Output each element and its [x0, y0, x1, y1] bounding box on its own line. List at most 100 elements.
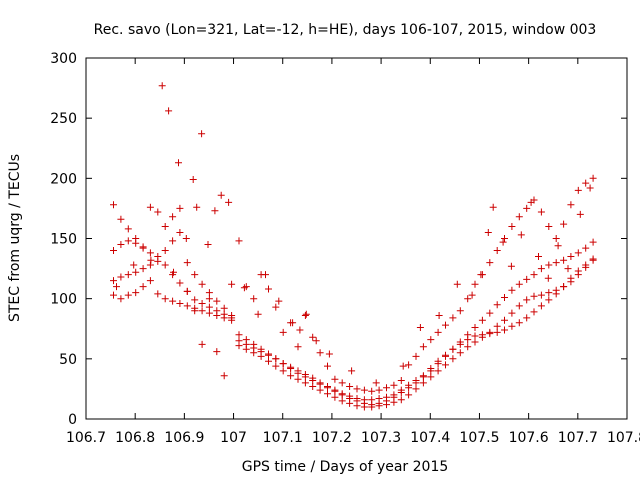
data-point — [301, 373, 309, 381]
data-point — [530, 271, 538, 279]
data-point — [368, 387, 376, 395]
data-point — [169, 297, 177, 305]
data-point — [552, 235, 560, 242]
data-point — [205, 295, 213, 303]
data-point — [486, 309, 494, 317]
data-point — [331, 393, 339, 401]
x-tick-label: 107.2 — [312, 430, 352, 446]
data-point — [348, 367, 356, 375]
data-point — [545, 289, 553, 297]
x-tick-label: 107.1 — [263, 430, 303, 446]
data-point — [412, 379, 420, 387]
data-point — [375, 386, 383, 394]
data-point — [205, 289, 213, 297]
data-point — [471, 338, 479, 346]
data-point — [338, 391, 346, 399]
data-point — [523, 275, 531, 283]
data-point — [456, 349, 464, 357]
data-point — [442, 361, 449, 369]
data-point — [324, 384, 331, 392]
data-point — [435, 312, 443, 319]
data-point — [279, 328, 287, 336]
plot-frame — [85, 57, 628, 420]
data-point — [316, 386, 324, 394]
data-point — [535, 253, 542, 260]
data-point — [545, 223, 553, 230]
data-point — [582, 263, 590, 271]
data-point — [560, 256, 568, 264]
x-tick-label: 107.6 — [509, 430, 549, 446]
data-point — [501, 235, 508, 242]
data-point — [486, 259, 494, 267]
data-point — [493, 322, 501, 330]
data-point — [146, 277, 154, 285]
data-point — [390, 393, 398, 401]
data-point — [220, 304, 228, 312]
data-point — [493, 328, 501, 336]
data-point — [240, 284, 248, 292]
data-point — [147, 256, 155, 264]
data-point — [235, 237, 243, 245]
data-point — [368, 401, 376, 409]
data-point — [176, 300, 184, 307]
data-point — [205, 303, 213, 311]
x-tick-label: 107.8 — [607, 430, 640, 446]
data-point — [589, 238, 597, 246]
data-point — [360, 399, 368, 407]
data-point — [449, 355, 457, 363]
data-point — [383, 397, 390, 405]
data-point — [117, 241, 125, 248]
y-tick-label: 100 — [50, 292, 77, 308]
data-point — [204, 241, 212, 248]
data-point — [338, 379, 346, 387]
data-point — [309, 333, 317, 341]
data-point — [161, 223, 169, 230]
data-point — [537, 208, 545, 216]
data-point — [523, 314, 531, 322]
data-point — [289, 319, 297, 327]
data-point — [117, 273, 125, 281]
data-point — [586, 184, 594, 192]
data-point — [545, 296, 553, 304]
data-point — [582, 179, 590, 187]
data-point — [213, 297, 221, 305]
data-point — [523, 296, 531, 304]
data-point — [530, 308, 538, 316]
y-tick-label: 150 — [50, 232, 77, 248]
data-point — [427, 373, 435, 381]
data-point — [242, 283, 250, 291]
data-point — [250, 349, 258, 357]
data-point — [493, 247, 501, 254]
data-point — [189, 176, 197, 183]
data-point — [316, 380, 324, 388]
data-point — [449, 345, 457, 353]
data-point — [205, 309, 213, 317]
data-point — [250, 295, 258, 303]
data-point — [507, 262, 515, 270]
data-point — [198, 280, 206, 288]
data-point — [154, 290, 162, 298]
data-point — [225, 198, 233, 206]
data-point — [405, 361, 413, 369]
data-point — [554, 242, 562, 250]
data-point — [419, 379, 427, 387]
data-point — [132, 268, 140, 276]
data-point — [574, 186, 582, 194]
data-point — [456, 338, 464, 346]
data-point — [158, 82, 166, 90]
x-tick-label: 106.8 — [115, 430, 155, 446]
data-point — [191, 307, 199, 315]
data-point — [211, 207, 219, 215]
data-point — [296, 326, 304, 334]
data-point — [478, 333, 486, 341]
x-tick-label: 107.4 — [410, 430, 450, 446]
data-point — [517, 231, 525, 239]
data-point — [302, 310, 310, 318]
data-point — [154, 253, 162, 260]
data-point — [110, 247, 117, 254]
data-point — [176, 204, 184, 212]
data-point — [265, 285, 272, 293]
data-point — [124, 237, 132, 245]
data-point — [576, 210, 584, 218]
data-point — [325, 350, 333, 358]
